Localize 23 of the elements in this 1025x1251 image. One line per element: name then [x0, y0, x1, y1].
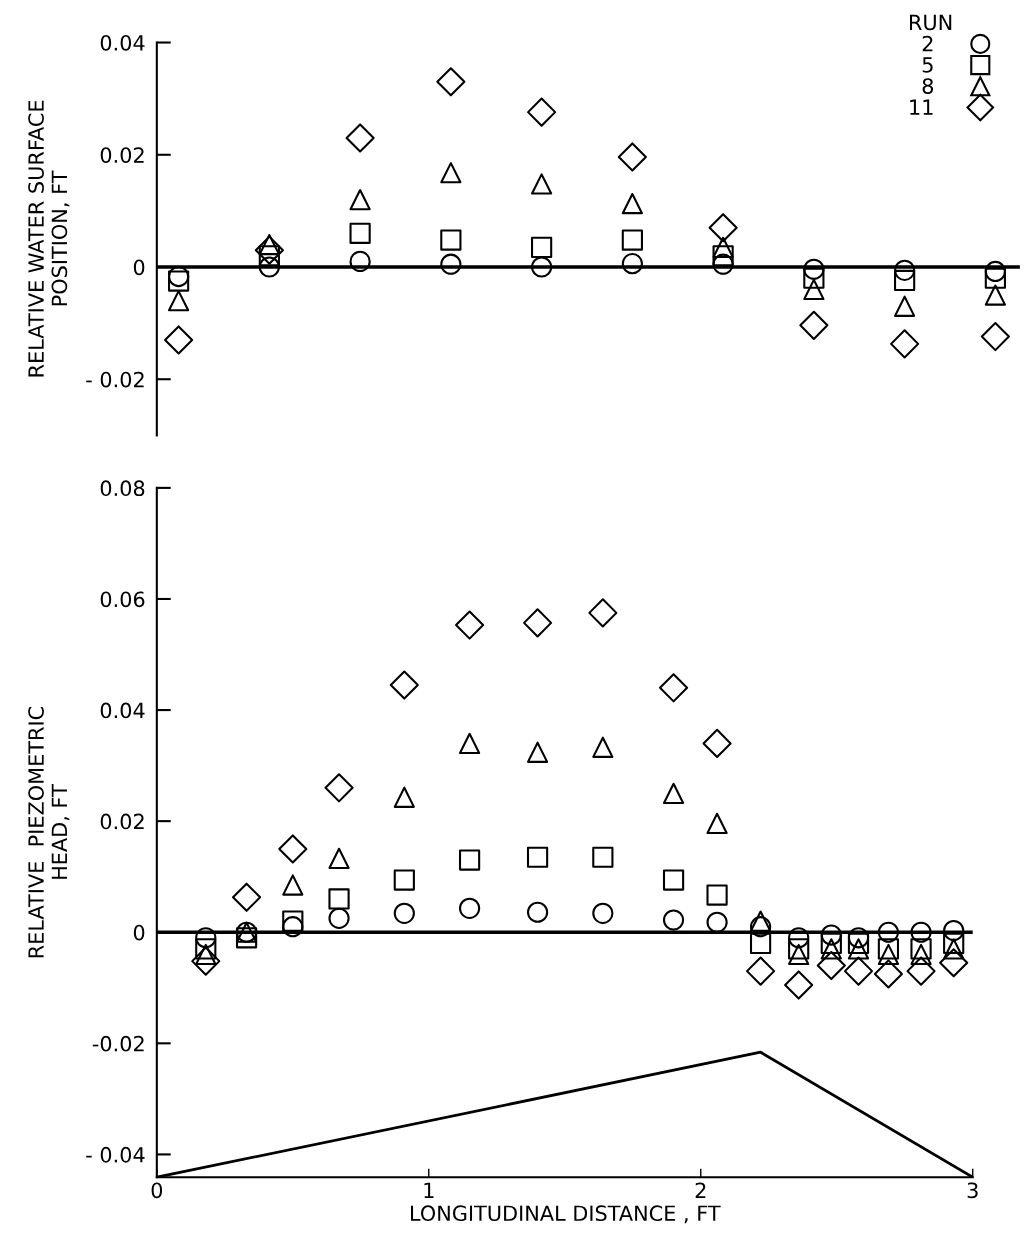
y-tick-label: 0.06	[100, 591, 145, 608]
y-tick-label: 0.04	[100, 702, 145, 719]
y-tick-label: - 0.02	[86, 371, 144, 388]
y-tick-label: 0.08	[100, 480, 145, 497]
x-tick-label: 0	[151, 1182, 163, 1199]
y-tick-label: 0.02	[100, 813, 144, 830]
y-axis-title: RELATIVE WATER SURFACE POSITION, FT	[28, 100, 70, 377]
y-tick-label: 0	[133, 259, 145, 276]
legend-label: 5	[922, 57, 933, 73]
y-tick-label: -0.02	[92, 1035, 144, 1052]
legend-title: RUN	[909, 14, 952, 31]
x-tick-label: 2	[695, 1182, 706, 1198]
x-axis-title: LONGITUDINAL DISTANCE , FT	[411, 1205, 721, 1224]
y-tick-label: 0.02	[100, 147, 144, 163]
legend-label: 8	[922, 78, 934, 94]
y-tick-label: - 0.04	[86, 1146, 145, 1163]
x-tick-label: 3	[967, 1182, 978, 1199]
legend-label: 2	[922, 35, 933, 52]
x-tick-label: 1	[424, 1182, 434, 1198]
y-tick-label: 0	[133, 924, 145, 941]
y-axis-title: RELATIVE PIEZOMETRIC HEAD, FT	[28, 706, 70, 958]
legend-label: 11	[910, 99, 933, 115]
y-tick-label: 0.04	[100, 34, 145, 51]
